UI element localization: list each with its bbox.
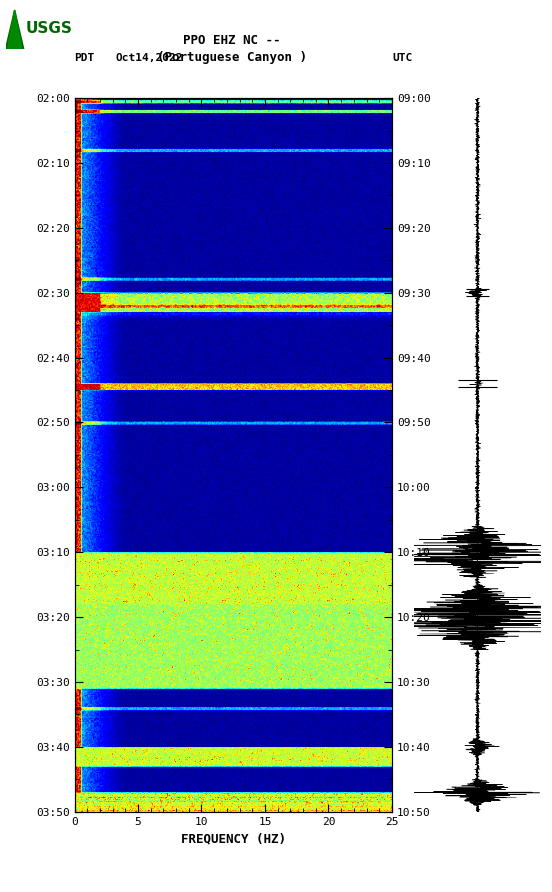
- Text: Oct14,2022: Oct14,2022: [116, 53, 183, 63]
- Text: USGS: USGS: [25, 21, 72, 37]
- Text: UTC: UTC: [392, 53, 412, 63]
- Polygon shape: [6, 10, 24, 49]
- Text: (Portuguese Canyon ): (Portuguese Canyon ): [157, 52, 307, 64]
- X-axis label: FREQUENCY (HZ): FREQUENCY (HZ): [181, 832, 286, 845]
- Text: PDT: PDT: [75, 53, 95, 63]
- Text: PPO EHZ NC --: PPO EHZ NC --: [183, 34, 280, 46]
- Polygon shape: [7, 10, 22, 49]
